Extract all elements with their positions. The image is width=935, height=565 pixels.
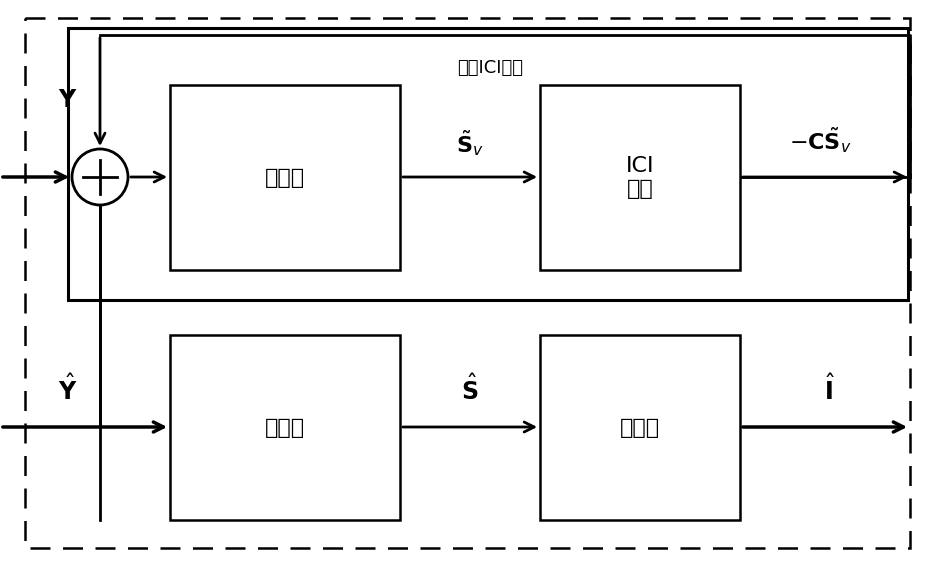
Bar [170, 335, 400, 520]
Circle shape [72, 149, 128, 205]
Text: $\tilde{\mathbf{S}}_v$: $\tilde{\mathbf{S}}_v$ [456, 128, 483, 158]
Text: ICI
估计: ICI 估计 [626, 156, 654, 199]
Bar [540, 335, 740, 520]
Bar [540, 85, 740, 270]
Text: 硬判决: 硬判决 [265, 167, 305, 188]
Text: $\hat{\mathbf{I}}$: $\hat{\mathbf{I}}$ [825, 375, 836, 405]
Text: $\hat{\mathbf{S}}$: $\hat{\mathbf{S}}$ [461, 375, 479, 405]
Bar [170, 85, 400, 270]
Text: $\mathbf{Y}$: $\mathbf{Y}$ [58, 88, 78, 112]
Text: $-\mathbf{C}\tilde{\mathbf{S}}_v$: $-\mathbf{C}\tilde{\mathbf{S}}_v$ [789, 125, 851, 155]
Text: 迭代ICI抑制: 迭代ICI抑制 [457, 59, 523, 77]
Bar [68, 28, 908, 300]
Text: 硬判决: 硬判决 [265, 418, 305, 437]
Text: $\hat{\mathbf{Y}}$: $\hat{\mathbf{Y}}$ [58, 375, 78, 405]
Text: 解调器: 解调器 [620, 418, 660, 437]
